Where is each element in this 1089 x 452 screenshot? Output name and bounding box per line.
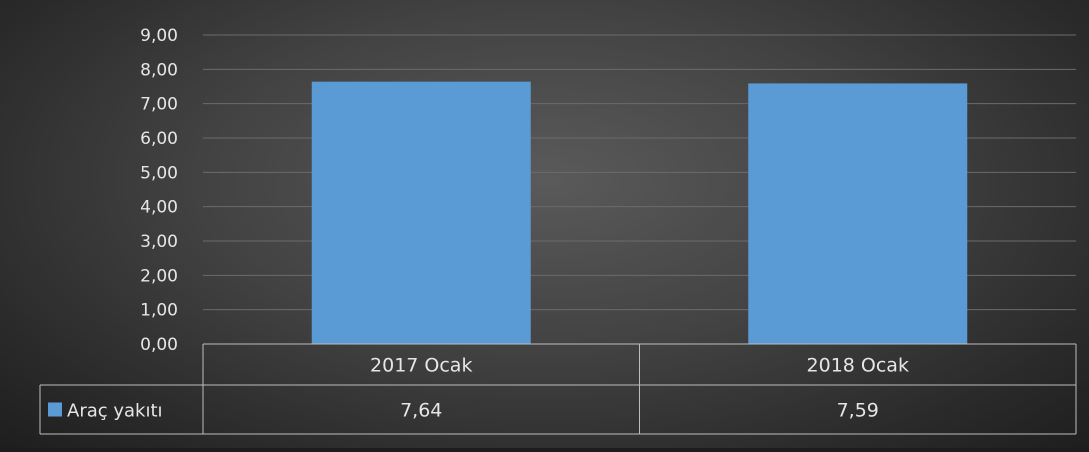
bar	[748, 83, 968, 344]
x-category-label: 2017 Ocak	[370, 355, 472, 377]
y-tick-label: 2,00	[140, 266, 178, 286]
y-tick-label: 4,00	[140, 198, 178, 218]
y-tick-label: 5,00	[140, 163, 178, 183]
legend-swatch	[48, 402, 62, 417]
y-tick-label: 8,00	[140, 60, 178, 80]
y-tick-label: 1,00	[140, 301, 178, 321]
data-table-value: 7,59	[837, 400, 879, 422]
y-tick-label: 9,00	[140, 26, 178, 46]
y-tick-label: 0,00	[140, 335, 178, 355]
bar	[311, 81, 531, 345]
y-tick-label: 3,00	[140, 232, 178, 252]
y-tick-label: 6,00	[140, 129, 178, 149]
legend-label: Araç yakıtı	[67, 401, 163, 422]
x-category-label: 2018 Ocak	[807, 355, 909, 377]
data-table-value: 7,64	[400, 400, 442, 422]
y-tick-label: 7,00	[140, 95, 178, 115]
